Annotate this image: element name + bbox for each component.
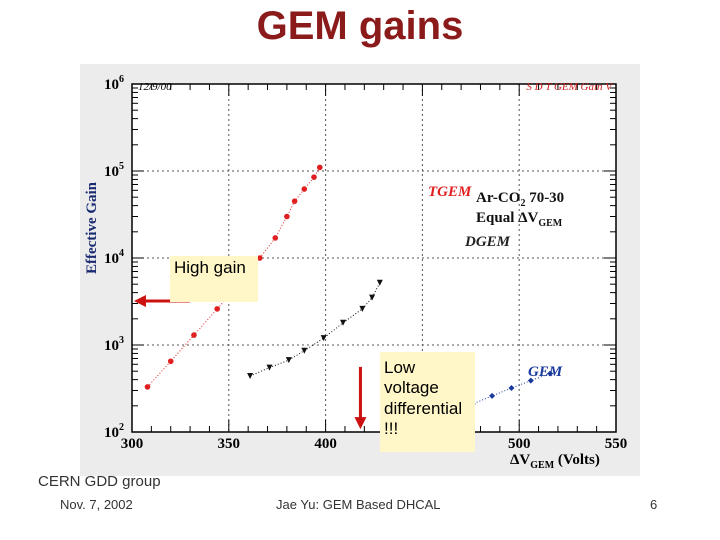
dgem-point — [359, 305, 366, 312]
dgem-point — [285, 357, 292, 364]
dgem-point — [247, 373, 254, 380]
x-tick-label: 500 — [508, 436, 531, 452]
x-axis-title: ΔVGEM (Volts) — [510, 452, 600, 471]
footer-date: Nov. 7, 2002 — [60, 497, 133, 512]
tgem-point — [256, 255, 263, 261]
tgem-point — [167, 358, 174, 365]
footer-group-name: CERN GDD group — [38, 473, 161, 490]
low-voltage-callout: Low voltage differential !!! — [380, 352, 475, 452]
dgem-point — [320, 335, 327, 342]
gain-chart: 102103104105106300350400450500550Effecti… — [84, 74, 628, 471]
tgem-point — [191, 332, 197, 338]
dgem-series-label: DGEM — [464, 234, 511, 250]
corner-label: S D T GEM Gain V — [526, 81, 613, 93]
y-axis-title: Effective Gain — [84, 181, 100, 274]
high-gain-callout: High gain — [170, 256, 258, 302]
gem-point — [527, 377, 534, 384]
tgem-point — [144, 384, 151, 390]
date-label: 12/9/00 — [138, 81, 172, 93]
footer-title: Jae Yu: GEM Based DHCAL — [276, 497, 441, 512]
gem-point — [489, 392, 496, 399]
dgem-point — [301, 347, 308, 354]
gem-series-label: GEM — [528, 364, 563, 380]
x-tick-label: 550 — [605, 436, 628, 452]
tgem-point — [316, 164, 323, 171]
x-tick-label: 350 — [218, 436, 241, 452]
gem-point — [508, 385, 515, 392]
dgem-point — [340, 319, 347, 326]
dgem-series-line — [249, 282, 381, 377]
slide-title: GEM gains — [256, 4, 464, 48]
tgem-point — [214, 306, 220, 312]
y-tick-label: 103 — [104, 335, 124, 354]
y-tick-label: 106 — [104, 74, 124, 93]
tgem-point — [272, 235, 279, 241]
tgem-point — [284, 213, 290, 220]
gem-point — [547, 370, 554, 377]
y-tick-label: 104 — [104, 248, 124, 267]
dgem-point — [266, 364, 273, 371]
low-voltage-arrow-head — [354, 417, 367, 430]
dgem-point — [369, 294, 376, 301]
equal-dv-annotation: Equal ΔVGEM — [476, 210, 563, 229]
y-tick-label: 102 — [104, 422, 124, 441]
tgem-series-label: TGEM — [428, 184, 472, 200]
tgem-point — [291, 198, 298, 204]
tgem-point — [301, 186, 308, 192]
dgem-point — [376, 279, 383, 286]
tgem-point — [311, 174, 317, 180]
x-tick-label: 400 — [314, 436, 337, 452]
page-number: 6 — [650, 497, 658, 512]
y-tick-label: 105 — [104, 161, 124, 180]
high-gain-arrow-head — [133, 295, 146, 308]
x-tick-label: 300 — [121, 436, 144, 452]
gas-annotation: Ar-CO2 70-30 — [476, 190, 564, 209]
gain-plot: 102103104105106300350400450500550Effecti… — [80, 64, 640, 476]
